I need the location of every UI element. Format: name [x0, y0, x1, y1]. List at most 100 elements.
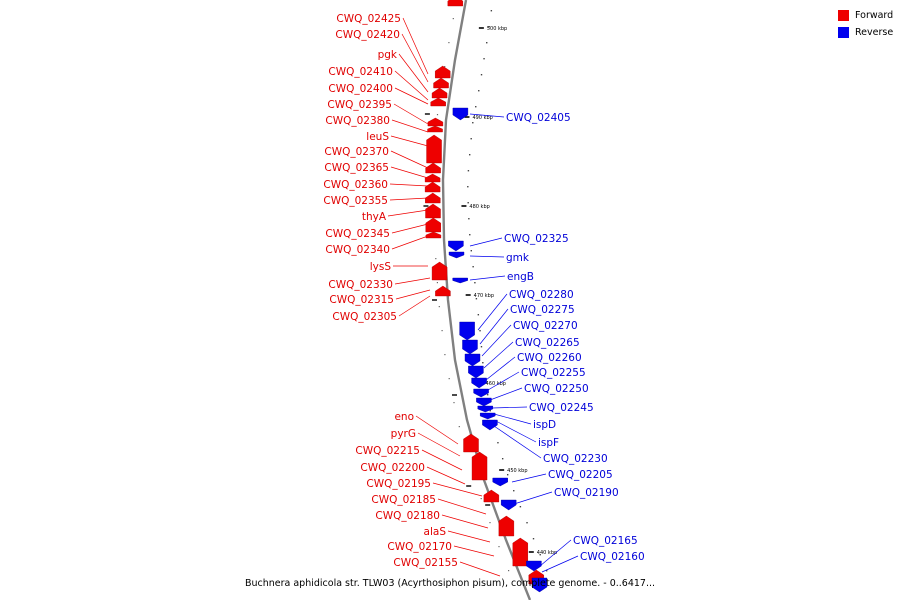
forward-gene-label[interactable]: CWQ_02425 [336, 13, 401, 25]
reverse-gene-block[interactable] [471, 377, 487, 389]
forward-gene-label[interactable]: CWQ_02155 [393, 557, 458, 569]
reverse-gene-label[interactable]: gmk [506, 252, 530, 264]
forward-gene-label[interactable]: CWQ_02380 [325, 115, 390, 127]
minor-tick [444, 354, 446, 356]
reverse-gene-block[interactable] [531, 577, 548, 593]
forward-gene-block[interactable] [435, 65, 451, 79]
reverse-gene-block[interactable] [462, 339, 478, 355]
forward-gene-label[interactable]: eno [394, 411, 414, 423]
reverse-gene-block[interactable] [492, 477, 508, 487]
reverse-gene-block[interactable] [452, 107, 469, 121]
reverse-gene-block[interactable] [480, 412, 496, 420]
reverse-leader-line [485, 356, 516, 381]
forward-gene-label[interactable]: CWQ_02410 [328, 66, 393, 78]
reverse-gene-label[interactable]: CWQ_02275 [510, 304, 575, 316]
forward-gene-label[interactable]: alaS [424, 526, 447, 538]
minor-tick [489, 522, 491, 524]
reverse-gene-label[interactable]: CWQ_02230 [543, 453, 608, 465]
forward-gene-block[interactable] [425, 203, 441, 219]
forward-gene-block[interactable] [447, 0, 464, 7]
forward-gene-block[interactable] [425, 162, 441, 174]
forward-gene-block[interactable] [424, 181, 441, 193]
forward-gene-block[interactable] [424, 173, 441, 183]
reverse-gene-block[interactable] [452, 277, 468, 284]
reverse-leader-line [493, 413, 532, 425]
forward-gene-block[interactable] [430, 97, 446, 107]
reverse-gene-block[interactable] [477, 405, 493, 413]
forward-gene-label[interactable]: lysS [370, 261, 392, 273]
forward-gene-block[interactable] [425, 192, 441, 204]
minor-tick [467, 202, 469, 204]
forward-gene-label[interactable]: leuS [366, 131, 389, 143]
forward-gene-block[interactable] [431, 261, 448, 281]
reverse-gene-block[interactable] [476, 397, 492, 407]
reverse-gene-label[interactable]: CWQ_02255 [521, 367, 586, 379]
forward-gene-block[interactable] [435, 285, 451, 297]
forward-gene-block[interactable] [431, 87, 448, 99]
reverse-gene-label[interactable]: CWQ_02280 [509, 289, 574, 301]
forward-gene-label[interactable]: CWQ_02330 [328, 279, 393, 291]
forward-gene-label[interactable]: thyA [362, 211, 387, 223]
reverse-gene-label[interactable]: CWQ_02405 [506, 112, 571, 124]
forward-gene-label[interactable]: CWQ_02305 [332, 311, 397, 323]
forward-gene-block[interactable] [426, 134, 442, 164]
legend: Forward Reverse [838, 8, 893, 42]
forward-gene-label[interactable]: CWQ_02400 [328, 83, 393, 95]
reverse-gene-label[interactable]: engB [507, 271, 534, 283]
forward-gene-label[interactable]: CWQ_02215 [355, 445, 420, 457]
forward-gene-block[interactable] [425, 217, 441, 233]
forward-gene-label[interactable]: CWQ_02195 [366, 478, 431, 490]
forward-leader-line [437, 498, 487, 515]
reverse-gene-label[interactable]: CWQ_02260 [517, 352, 582, 364]
reverse-gene-label[interactable]: CWQ_02160 [580, 551, 645, 563]
forward-gene-label[interactable]: CWQ_02345 [325, 228, 390, 240]
forward-leader-line [394, 87, 429, 105]
reverse-gene-label[interactable]: CWQ_02245 [529, 402, 594, 414]
forward-gene-label[interactable]: CWQ_02365 [324, 162, 389, 174]
forward-gene-block[interactable] [463, 433, 479, 453]
forward-gene-label[interactable]: CWQ_02340 [325, 244, 390, 256]
minor-tick [444, 66, 446, 68]
reverse-gene-label[interactable]: CWQ_02190 [554, 487, 619, 499]
forward-gene-block[interactable] [433, 77, 449, 89]
reverse-gene-block[interactable] [468, 365, 484, 379]
reverse-gene-block[interactable] [482, 419, 498, 431]
forward-gene-block[interactable] [427, 125, 443, 133]
forward-gene-label[interactable]: CWQ_02355 [323, 195, 388, 207]
forward-gene-label[interactable]: pyrG [391, 428, 416, 440]
forward-gene-block[interactable] [483, 489, 500, 503]
forward-gene-block[interactable] [512, 537, 528, 567]
reverse-gene-label[interactable]: CWQ_02205 [548, 469, 613, 481]
forward-gene-label[interactable]: CWQ_02185 [371, 494, 436, 506]
reverse-gene-block[interactable] [464, 353, 481, 367]
forward-leader-line [415, 415, 459, 445]
reverse-gene-label[interactable]: ispD [533, 419, 556, 431]
reverse-gene-label[interactable]: CWQ_02270 [513, 320, 578, 332]
reverse-gene-label[interactable]: ispF [538, 437, 559, 449]
reverse-gene-block[interactable] [459, 321, 475, 341]
forward-gene-label[interactable]: CWQ_02420 [335, 29, 400, 41]
forward-gene-label[interactable]: CWQ_02395 [327, 99, 392, 111]
forward-gene-block[interactable] [427, 117, 444, 127]
forward-gene-label[interactable]: CWQ_02200 [360, 462, 425, 474]
reverse-gene-label[interactable]: CWQ_02325 [504, 233, 569, 245]
forward-gene-label[interactable]: CWQ_02170 [387, 541, 452, 553]
forward-gene-label[interactable]: CWQ_02315 [329, 294, 394, 306]
reverse-gene-block[interactable] [526, 560, 542, 572]
scale-tick-label: 450 kbp [507, 468, 527, 474]
forward-gene-block[interactable] [498, 515, 515, 537]
reverse-gene-label[interactable]: CWQ_02165 [573, 535, 638, 547]
forward-gene-label[interactable]: CWQ_02180 [375, 510, 440, 522]
reverse-gene-block[interactable] [448, 240, 464, 252]
reverse-gene-label[interactable]: CWQ_02250 [524, 383, 589, 395]
reverse-gene-block[interactable] [448, 251, 465, 259]
reverse-gene-block[interactable] [500, 499, 517, 511]
reverse-gene-block[interactable] [473, 388, 489, 398]
reverse-gene-label[interactable]: CWQ_02265 [515, 337, 580, 349]
forward-gene-block[interactable] [471, 451, 488, 481]
forward-gene-block[interactable] [425, 231, 442, 239]
forward-leader-line [394, 277, 431, 285]
forward-gene-label[interactable]: CWQ_02360 [323, 179, 388, 191]
forward-gene-label[interactable]: pgk [378, 49, 398, 61]
forward-gene-label[interactable]: CWQ_02370 [324, 146, 389, 158]
